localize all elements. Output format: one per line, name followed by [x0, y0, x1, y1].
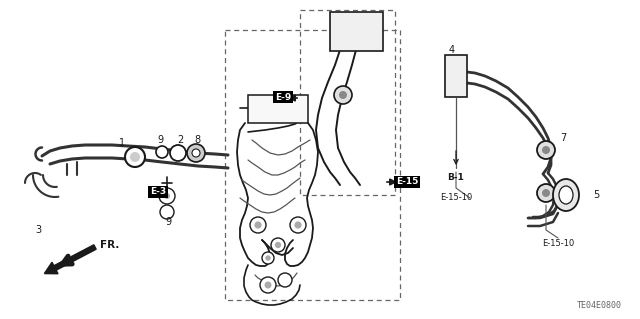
- Text: E-15-10: E-15-10: [542, 240, 574, 249]
- Text: 1: 1: [119, 138, 125, 148]
- Text: E-9: E-9: [275, 93, 291, 101]
- Circle shape: [264, 281, 271, 288]
- Ellipse shape: [559, 186, 573, 204]
- Circle shape: [187, 144, 205, 162]
- Circle shape: [294, 221, 301, 229]
- Circle shape: [334, 86, 352, 104]
- Circle shape: [260, 277, 276, 293]
- Circle shape: [130, 152, 140, 162]
- Text: E-15-10: E-15-10: [440, 194, 472, 203]
- FancyBboxPatch shape: [330, 11, 383, 50]
- Circle shape: [164, 193, 170, 199]
- FancyBboxPatch shape: [445, 55, 467, 97]
- Circle shape: [266, 255, 271, 261]
- Circle shape: [339, 91, 347, 99]
- Circle shape: [275, 242, 281, 248]
- Text: 2: 2: [177, 135, 183, 145]
- Text: B-1: B-1: [447, 174, 465, 182]
- Circle shape: [125, 147, 145, 167]
- Text: 3: 3: [35, 225, 41, 235]
- Text: 8: 8: [194, 135, 200, 145]
- Circle shape: [262, 252, 274, 264]
- Circle shape: [156, 146, 168, 158]
- Circle shape: [290, 217, 306, 233]
- Text: 6: 6: [561, 183, 567, 193]
- Circle shape: [537, 184, 555, 202]
- FancyBboxPatch shape: [248, 95, 308, 123]
- Text: 9: 9: [165, 217, 171, 227]
- Text: E-15: E-15: [396, 177, 418, 187]
- Circle shape: [542, 189, 550, 197]
- Text: FR.: FR.: [100, 240, 120, 250]
- Circle shape: [160, 205, 174, 219]
- Text: 4: 4: [449, 45, 455, 55]
- Circle shape: [250, 217, 266, 233]
- FancyArrow shape: [44, 245, 96, 274]
- Circle shape: [170, 145, 186, 161]
- Circle shape: [271, 238, 285, 252]
- Circle shape: [192, 149, 200, 157]
- Text: TE04E0800: TE04E0800: [577, 301, 622, 310]
- Text: 7: 7: [560, 133, 566, 143]
- Circle shape: [278, 273, 292, 287]
- Circle shape: [537, 141, 555, 159]
- Circle shape: [255, 221, 262, 229]
- Ellipse shape: [553, 179, 579, 211]
- Circle shape: [159, 188, 175, 204]
- Text: 9: 9: [157, 135, 163, 145]
- Circle shape: [542, 146, 550, 154]
- Text: E-3: E-3: [150, 188, 166, 197]
- Text: 5: 5: [593, 190, 599, 200]
